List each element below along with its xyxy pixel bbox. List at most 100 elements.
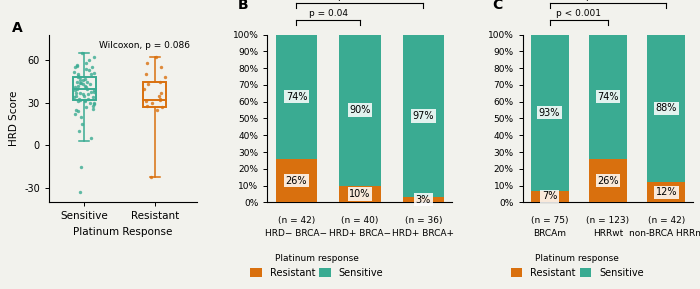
Point	[74, 129, 85, 134]
Point	[78, 93, 90, 98]
X-axis label: Platinum Response: Platinum Response	[74, 227, 173, 237]
Point	[81, 86, 92, 91]
Point	[152, 108, 163, 112]
Point	[76, 81, 87, 85]
Point	[80, 66, 92, 71]
Text: 90%: 90%	[349, 105, 370, 115]
Bar	[73, 77, 95, 100]
Point	[76, 164, 87, 169]
Text: HRRwt: HRRwt	[593, 229, 623, 238]
Point	[80, 105, 92, 110]
Point	[83, 58, 94, 62]
Legend: Resistant, Sensitive: Resistant, Sensitive	[511, 254, 643, 278]
Text: 74%: 74%	[597, 92, 619, 102]
Point	[150, 55, 161, 60]
Point	[88, 89, 99, 94]
Text: 74%: 74%	[286, 92, 307, 102]
Bar	[340, 186, 381, 202]
Bar	[648, 35, 685, 182]
Text: A: A	[12, 21, 23, 35]
Point	[88, 55, 99, 60]
Point	[71, 93, 82, 98]
Point	[74, 91, 85, 95]
Point	[72, 75, 83, 79]
Point	[74, 96, 85, 101]
Bar	[340, 35, 381, 186]
Text: C: C	[492, 0, 503, 12]
Point	[85, 101, 96, 105]
Point	[154, 96, 165, 101]
Point	[83, 92, 94, 97]
Text: HRD+ BRCA+: HRD+ BRCA+	[393, 229, 454, 238]
Text: BRCAm: BRCAm	[533, 229, 566, 238]
Text: (n = 40): (n = 40)	[341, 216, 379, 225]
Point	[74, 81, 85, 85]
Point	[69, 69, 80, 74]
Point	[157, 105, 168, 110]
Point	[69, 95, 80, 99]
Point	[146, 175, 157, 179]
Text: (n = 42): (n = 42)	[648, 216, 685, 225]
Text: (n = 75): (n = 75)	[531, 216, 568, 225]
Point	[85, 89, 97, 94]
Text: Wilcoxon, p = 0.086: Wilcoxon, p = 0.086	[99, 41, 190, 50]
Point	[69, 85, 80, 90]
Text: (n = 36): (n = 36)	[405, 216, 442, 225]
Point	[80, 85, 92, 90]
Point	[89, 101, 100, 105]
Point	[74, 78, 85, 82]
Point	[79, 76, 90, 81]
Text: HRD− BRCA−: HRD− BRCA−	[265, 229, 328, 238]
Text: 12%: 12%	[655, 187, 677, 197]
Point	[75, 98, 86, 102]
Point	[143, 82, 154, 87]
Bar	[589, 35, 627, 159]
Point	[72, 74, 83, 78]
Point	[153, 93, 164, 98]
Text: 26%: 26%	[286, 175, 307, 186]
Text: 7%: 7%	[542, 191, 557, 201]
Point	[76, 122, 88, 127]
Point	[89, 71, 100, 75]
Point	[88, 95, 99, 99]
Point	[88, 102, 99, 107]
Text: p = 0.04: p = 0.04	[309, 9, 348, 18]
Point	[82, 96, 93, 101]
Text: (n = 42): (n = 42)	[278, 216, 315, 225]
Point	[155, 79, 166, 84]
Point	[78, 92, 89, 97]
Bar	[276, 35, 317, 159]
Text: p < 0.001: p < 0.001	[556, 9, 601, 18]
Point	[88, 106, 99, 111]
Legend: Resistant, Sensitive: Resistant, Sensitive	[250, 254, 383, 278]
Point	[139, 86, 150, 91]
Point	[72, 84, 83, 88]
Bar	[648, 182, 685, 202]
Point	[71, 64, 83, 68]
Point	[81, 79, 92, 84]
Bar	[589, 159, 627, 202]
Point	[86, 65, 97, 70]
Text: 26%: 26%	[597, 175, 619, 186]
Text: (n = 123): (n = 123)	[587, 216, 629, 225]
Point	[79, 84, 90, 88]
Point	[140, 99, 151, 104]
Text: 93%: 93%	[539, 108, 560, 118]
Point	[88, 88, 99, 92]
Point	[69, 65, 80, 70]
Text: p = 0.004: p = 0.004	[337, 0, 382, 1]
Bar	[402, 197, 444, 202]
Point	[140, 72, 151, 77]
Text: 3%: 3%	[416, 195, 431, 205]
Point	[71, 62, 83, 67]
Point	[141, 103, 152, 108]
Bar	[144, 81, 166, 107]
Bar	[276, 159, 317, 202]
Point	[77, 78, 88, 82]
Point	[69, 112, 80, 116]
Point	[156, 91, 167, 95]
Point	[78, 82, 89, 87]
Point	[87, 103, 98, 108]
Point	[146, 101, 158, 105]
Point	[160, 75, 171, 79]
